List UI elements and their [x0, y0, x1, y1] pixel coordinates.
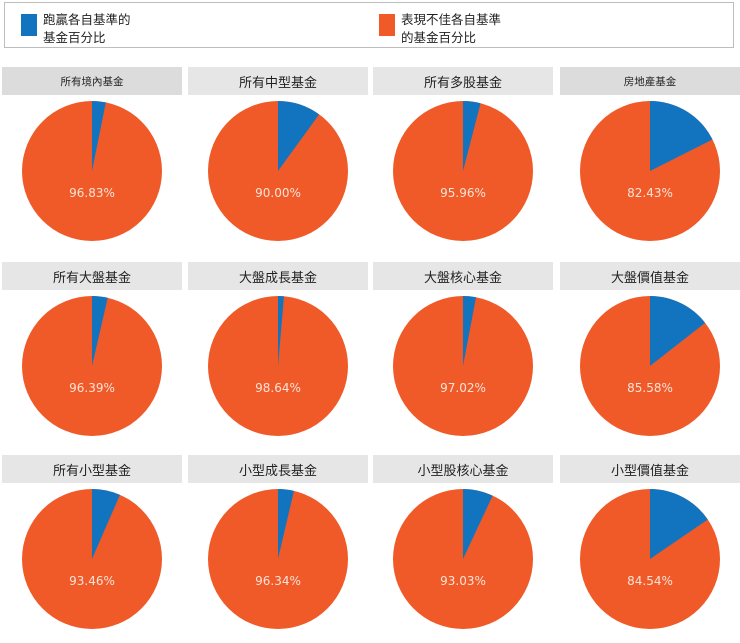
pie-slice-outperform — [278, 489, 294, 559]
pie-panel: 所有境內基金 96.83% — [2, 67, 182, 255]
pie-slice-outperform — [463, 101, 481, 171]
panel-title: 所有多股基金 — [373, 67, 553, 95]
pie-chart — [22, 296, 162, 436]
pie-value-label: 96.34% — [255, 574, 301, 588]
pie-value-label: 90.00% — [255, 186, 301, 200]
panel-title: 房地產基金 — [560, 67, 740, 95]
pie-panel: 小型股核心基金 93.03% — [373, 455, 553, 643]
pie-chart — [393, 101, 533, 241]
pie-chart — [580, 489, 720, 629]
pie-panel: 小型價值基金 84.54% — [560, 455, 740, 643]
pie-slice-outperform — [92, 101, 106, 171]
legend-label: 跑贏各自基準的 — [43, 12, 131, 27]
pie-value-label: 97.02% — [440, 381, 486, 395]
pie-slice-outperform — [278, 101, 320, 171]
panel-title: 所有中型基金 — [188, 67, 368, 95]
pie-slice-outperform — [278, 296, 284, 366]
legend-item-outperform: 跑贏各自基準的 基金百分比 — [21, 11, 131, 47]
pie-slice-outperform — [650, 101, 713, 171]
panel-title: 小型股核心基金 — [373, 455, 553, 483]
pie-panel: 所有大盤基金 96.39% — [2, 262, 182, 450]
pie-chart — [208, 101, 348, 241]
panel-title: 小型價值基金 — [560, 455, 740, 483]
legend-label: 的基金百分比 — [401, 30, 477, 45]
pie-value-label: 82.43% — [627, 186, 673, 200]
pie-panel: 小型成長基金 96.34% — [188, 455, 368, 643]
pie-value-label: 95.96% — [440, 186, 486, 200]
pie-value-label: 96.39% — [69, 381, 115, 395]
panel-title: 大盤成長基金 — [188, 262, 368, 290]
pie-value-label: 84.54% — [627, 574, 673, 588]
pie-value-label: 93.03% — [440, 574, 486, 588]
pie-slice-outperform — [463, 296, 477, 366]
pie-value-label: 96.83% — [69, 186, 115, 200]
pie-chart — [22, 101, 162, 241]
pie-panel: 所有多股基金 95.96% — [373, 67, 553, 255]
pie-chart — [393, 489, 533, 629]
pie-value-label: 93.46% — [69, 574, 115, 588]
legend-label: 基金百分比 — [43, 30, 106, 45]
pie-value-label: 98.64% — [255, 381, 301, 395]
pie-panel: 房地產基金 82.43% — [560, 67, 740, 255]
pie-panel: 大盤成長基金 98.64% — [188, 262, 368, 450]
pie-value-label: 85.58% — [627, 381, 673, 395]
panel-title: 所有小型基金 — [2, 455, 182, 483]
panel-title: 所有境內基金 — [2, 67, 182, 95]
legend-swatch-orange — [379, 14, 395, 36]
pie-slice-outperform — [463, 489, 493, 559]
panel-title: 大盤價值基金 — [560, 262, 740, 290]
pie-chart — [580, 101, 720, 241]
legend-item-underperform: 表現不佳各自基準 的基金百分比 — [379, 11, 501, 47]
pie-chart — [22, 489, 162, 629]
pie-slice-outperform — [92, 296, 108, 366]
pie-chart — [208, 489, 348, 629]
pie-slice-outperform — [650, 489, 708, 559]
legend: 跑贏各自基準的 基金百分比 表現不佳各自基準 的基金百分比 — [4, 2, 734, 48]
pie-slice-outperform — [650, 296, 706, 366]
panel-title: 所有大盤基金 — [2, 262, 182, 290]
panel-title: 小型成長基金 — [188, 455, 368, 483]
pie-panel: 大盤核心基金 97.02% — [373, 262, 553, 450]
pie-panel: 大盤價值基金 85.58% — [560, 262, 740, 450]
pie-panel: 所有小型基金 93.46% — [2, 455, 182, 643]
pie-chart — [208, 296, 348, 436]
pie-panel: 所有中型基金 90.00% — [188, 67, 368, 255]
panel-title: 大盤核心基金 — [373, 262, 553, 290]
pie-chart — [393, 296, 533, 436]
pie-slice-outperform — [92, 489, 120, 559]
pie-chart — [580, 296, 720, 436]
legend-label: 表現不佳各自基準 — [401, 12, 502, 27]
legend-swatch-blue — [21, 14, 37, 36]
